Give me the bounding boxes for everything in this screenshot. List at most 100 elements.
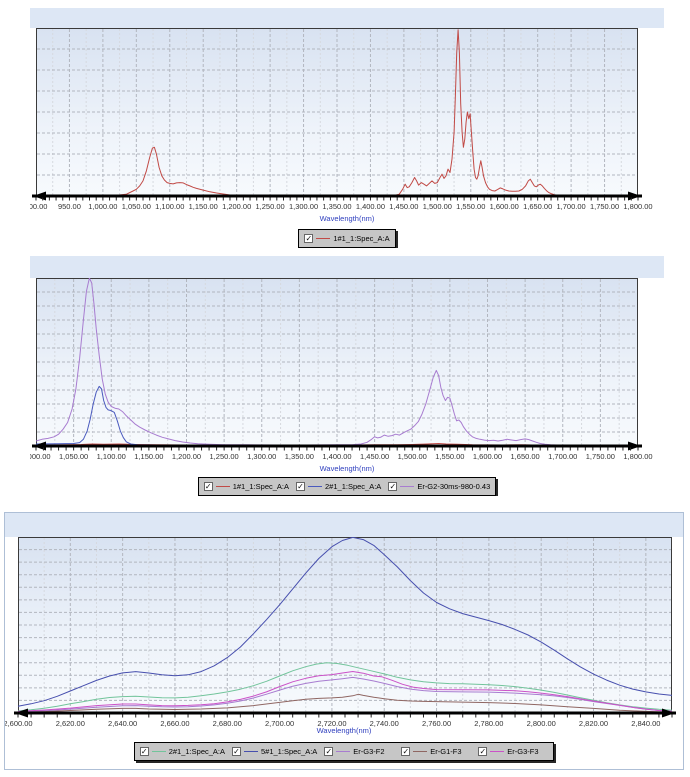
x-axis-title: Wavelength(nm) <box>319 214 375 223</box>
legend-label: 5#1_1:Spec_A:A <box>261 747 318 756</box>
chart-header-band <box>5 513 683 537</box>
legend-checkbox[interactable]: ✓ <box>232 747 241 756</box>
legend-checkbox[interactable]: ✓ <box>401 747 411 756</box>
x-axis-title: Wavelength(nm) <box>316 726 372 735</box>
x-tick-label: 1,250.00 <box>210 452 239 461</box>
x-tick-label: 1,650.00 <box>511 452 540 461</box>
legend-item: ✓ Er-G2-30ms-980-0.43 <box>388 482 490 491</box>
axis-scroll-left-arrow[interactable] <box>33 441 46 451</box>
legend-checkbox[interactable]: ✓ <box>478 747 488 756</box>
x-tick-label: 1,800.00 <box>623 452 652 461</box>
x-tick-label: 2,660.00 <box>160 719 189 728</box>
legend-item: ✓ 1#1_1:Spec_A:A <box>203 482 290 491</box>
x-tick-label: 1,600.00 <box>490 202 519 211</box>
legend-label: Er-G3-F2 <box>353 747 385 756</box>
x-tick-label: 1,600.00 <box>473 452 502 461</box>
axis-scroll-right-arrow[interactable] <box>628 441 641 451</box>
x-tick-label: 2,600.00 <box>5 719 33 728</box>
x-tick-label: 1,000.00 <box>30 452 51 461</box>
x-tick-label: 1,750.00 <box>586 452 615 461</box>
legend-line-swatch <box>400 486 415 487</box>
x-tick-label: 1,450.00 <box>389 202 418 211</box>
legend-item: ✓ Er-G3-F3 <box>478 747 548 756</box>
x-tick-label: 1,000.00 <box>88 202 117 211</box>
legend-item: ✓ Er-G3-F2 <box>324 747 394 756</box>
series-line-2#1_1:Spec_A:A <box>17 662 673 712</box>
legend-label: 1#1_1:Spec_A:A <box>333 234 390 243</box>
series-line-5#1_1:Spec_A:A <box>17 537 673 707</box>
legend-label: 2#1_1:Spec_A:A <box>325 482 382 491</box>
x-tick-label: 1,800.00 <box>623 202 652 211</box>
x-tick-label: 2,680.00 <box>213 719 242 728</box>
spectrum-chart-3: 2,600.00 2,620.00 2,640.00 2,660.00 2,680.00… <box>4 512 684 770</box>
plot-area-2[interactable]: 1,000.00 1,050.00 1,100.00 1,150.00 1,200.00… <box>30 278 664 464</box>
x-tick-label: 1,200.00 <box>222 202 251 211</box>
x-tick-label: 2,840.00 <box>631 719 660 728</box>
legend-item: ✓ Er-G1-F3 <box>401 747 471 756</box>
x-tick-label: 2,800.00 <box>527 719 556 728</box>
legend-checkbox[interactable]: ✓ <box>203 482 213 491</box>
x-tick-label: 1,100.00 <box>97 452 126 461</box>
x-tick-label: 1,350.00 <box>285 452 314 461</box>
x-tick-label: 2,700.00 <box>265 719 294 728</box>
gridlines <box>19 538 671 712</box>
legend-checkbox[interactable]: ✓ <box>139 747 149 756</box>
series-line-Er-G2-30ms-980-0.43 <box>35 278 638 446</box>
x-tick-label: 2,760.00 <box>422 719 451 728</box>
x-tick-label: 1,050.00 <box>122 202 151 211</box>
legend-label: Er-G1-F3 <box>430 747 462 756</box>
series-line-1#1_1:Spec_A:A <box>36 29 639 197</box>
x-tick-label: 2,740.00 <box>370 719 399 728</box>
legend-row: ✓ 1#1_1:Spec_A:A <box>30 229 664 248</box>
legend-checkbox[interactable]: ✓ <box>388 482 398 491</box>
legend-bar: ✓ 2#1_1:Spec_A:A ✓ 5#1_1:Spec_A:A ✓ Er-G3-F2 ✓… <box>133 742 555 761</box>
x-tick-label: 2,820.00 <box>579 719 608 728</box>
x-tick-label: 1,150.00 <box>134 452 163 461</box>
x-tick-label: 1,750.00 <box>590 202 619 211</box>
x-tick-label: 1,300.00 <box>247 452 276 461</box>
legend-line-swatch <box>336 751 351 752</box>
x-tick-label: 1,200.00 <box>172 452 201 461</box>
legend-item: ✓ 5#1_1:Spec_A:A <box>232 747 317 756</box>
x-tick-label: 1,700.00 <box>557 202 586 211</box>
x-tick-label: 1,400.00 <box>356 202 385 211</box>
legend-bar: ✓ 1#1_1:Spec_A:A <box>298 229 396 248</box>
legend-line-swatch <box>490 751 505 752</box>
x-tick-label: 2,780.00 <box>474 719 503 728</box>
x-axis-title: Wavelength(nm) <box>319 464 375 473</box>
legend-checkbox[interactable]: ✓ <box>296 482 306 491</box>
x-tick-label: 1,350.00 <box>322 202 351 211</box>
spectrum-chart-2: 1,000.00 1,050.00 1,100.00 1,150.00 1,200.00… <box>30 256 664 496</box>
axis-scroll-right-arrow[interactable] <box>662 708 675 718</box>
x-tick-label: 2,640.00 <box>108 719 137 728</box>
x-tick-label: 1,550.00 <box>456 202 485 211</box>
legend-label: 1#1_1:Spec_A:A <box>232 482 290 491</box>
legend-line-swatch <box>151 751 166 752</box>
chart-header-band <box>30 256 664 278</box>
legend-label: Er-G3-F3 <box>507 747 539 756</box>
legend-checkbox[interactable]: ✓ <box>304 234 314 243</box>
series-line-Er-G3-F3 <box>17 671 673 712</box>
x-tick-label: 1,150.00 <box>189 202 218 211</box>
spectrum-chart-1: 900.00 950.00 1,000.00 1,050.00 1,100.00 1,15… <box>30 8 664 248</box>
legend-checkbox[interactable]: ✓ <box>324 747 334 756</box>
plot-area-1[interactable]: 900.00 950.00 1,000.00 1,050.00 1,100.00 1,15… <box>30 28 664 214</box>
legend-item: ✓ 2#1_1:Spec_A:A <box>296 482 381 491</box>
x-tick-label: 1,300.00 <box>289 202 318 211</box>
x-tick-label: 1,700.00 <box>548 452 577 461</box>
x-tick-label: 1,250.00 <box>256 202 285 211</box>
x-tick-label: 1,550.00 <box>435 452 464 461</box>
legend-line-swatch <box>215 486 230 487</box>
legend-item: ✓ 1#1_1:Spec_A:A <box>304 234 390 243</box>
plot-area-3[interactable]: 2,600.00 2,620.00 2,640.00 2,660.00 2,680.00… <box>5 537 683 731</box>
axis-scroll-left-arrow[interactable] <box>15 708 28 718</box>
x-tick-label: 1,050.00 <box>59 452 88 461</box>
axis-ticks <box>35 447 639 451</box>
legend-line-swatch <box>316 238 331 239</box>
series-line-Er-G3-F2 <box>17 676 673 713</box>
x-tick-label: 1,500.00 <box>398 452 427 461</box>
x-tick-label: 1,500.00 <box>423 202 452 211</box>
axis-ticks <box>17 714 673 718</box>
x-tick-label: 950.00 <box>58 202 81 211</box>
